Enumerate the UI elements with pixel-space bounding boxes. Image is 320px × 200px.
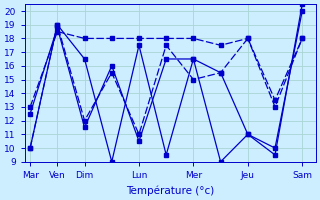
X-axis label: Température (°c): Température (°c) — [126, 185, 214, 196]
